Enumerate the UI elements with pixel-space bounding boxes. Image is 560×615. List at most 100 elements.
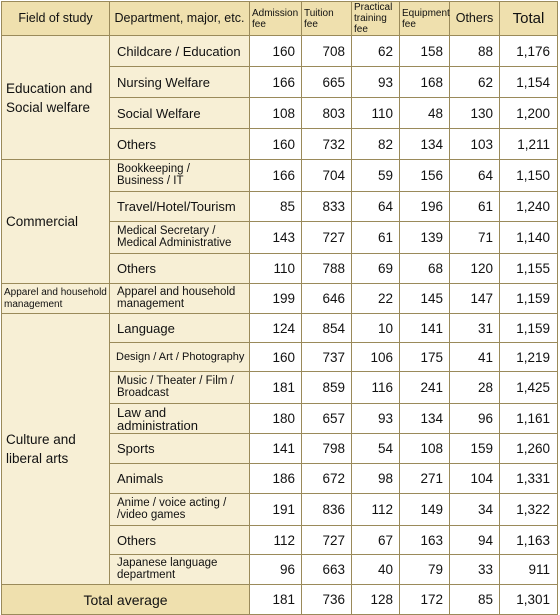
department-cell: Law and administration [109, 403, 250, 434]
admission-cell: 180 [249, 403, 302, 434]
equipment-cell: 271 [399, 463, 450, 494]
header-tuition: Tuition fee [301, 1, 352, 36]
tuition-cell: 859 [301, 371, 352, 404]
equipment-cell: 168 [399, 66, 450, 98]
header-others: Others [449, 1, 500, 36]
field-of-study-cell: Education and Social welfare [1, 35, 110, 160]
equipment-cell: 175 [399, 342, 450, 372]
admission-cell: 199 [249, 283, 302, 314]
admission-cell: 124 [249, 313, 302, 343]
tuition-cell: 788 [301, 253, 352, 284]
admission-cell: 143 [249, 221, 302, 254]
total-cell: 1,150 [499, 159, 558, 192]
others-cell: 28 [449, 371, 500, 404]
total-cell: 1,240 [499, 191, 558, 222]
tuition-cell: 727 [301, 525, 352, 555]
admission-cell: 112 [249, 525, 302, 555]
table-row: Music / Theater / Film / Broadcast 181 859 1… [2, 371, 558, 404]
department-label: Law and administration [117, 404, 198, 433]
practical-cell: 67 [351, 525, 400, 555]
department-cell: Childcare / Education [109, 35, 250, 67]
department-label: Others [117, 136, 157, 152]
table-row: Sports 141 798 54 108 159 1,260 [2, 433, 558, 464]
department-label: Bookkeeping / [117, 163, 190, 175]
department-cell: Bookkeeping / Business / IT [109, 159, 250, 192]
others-cell: 130 [449, 97, 500, 129]
tuition-cell: 798 [301, 433, 352, 464]
practical-cell: 10 [351, 313, 400, 343]
equipment-cell: 134 [399, 128, 450, 160]
practical-cell: 98 [351, 463, 400, 494]
department-label: management [117, 297, 185, 310]
department-label: Travel/Hotel/Tourism [117, 199, 236, 214]
others-cell: 34 [449, 493, 500, 526]
total-cell: 1,140 [499, 221, 558, 254]
admission-cell: 160 [249, 128, 302, 160]
department-cell: Japanese language department [109, 554, 250, 585]
header-field: Field of study [1, 1, 110, 36]
table-row: Medical Secretary / Medical Administrativ… [2, 221, 558, 254]
table-row: Travel/Hotel/Tourism 85 833 64 196 61 1,240 [2, 191, 558, 222]
equipment-cell: 145 [399, 283, 450, 314]
total-cell: 1,161 [499, 403, 558, 434]
field-of-study-cell: Culture and liberal arts [1, 313, 110, 585]
tuition-cell: 663 [301, 554, 352, 585]
tuition-cell: 833 [301, 191, 352, 222]
department-label: Design / Art / Photography [116, 350, 245, 363]
others-cell: 62 [449, 66, 500, 98]
total-cell: 1,155 [499, 253, 558, 284]
field-of-study-cell: Commercial [1, 159, 110, 284]
department-label: /video games [117, 508, 186, 521]
field-of-study-label: management [4, 298, 63, 310]
department-label: Nursing Welfare [117, 74, 210, 90]
department-label: Others [117, 261, 157, 276]
others-cell: 71 [449, 221, 500, 254]
practical-cell: 112 [351, 493, 400, 526]
department-label: Animals [117, 471, 164, 486]
department-cell: Language [109, 313, 250, 343]
total-cell: 1,425 [499, 371, 558, 404]
department-cell: Nursing Welfare [109, 66, 250, 98]
total-cell: 911 [499, 554, 558, 585]
practical-cell: 61 [351, 221, 400, 254]
department-cell: Sports [109, 433, 250, 464]
others-cell: 33 [449, 554, 500, 585]
tuition-cell: 708 [301, 35, 352, 67]
admission-cell: 96 [249, 554, 302, 585]
admission-cell: 85 [249, 191, 302, 222]
others-cell: 88 [449, 35, 500, 67]
table-row: Commercial Bookkeeping / Business / IT 166 7… [1, 159, 558, 284]
department-cell: Social Welfare [109, 97, 250, 129]
total-cell: 1,200 [499, 97, 558, 129]
others-cell: 94 [449, 525, 500, 555]
practical-cell: 54 [351, 433, 400, 464]
header-total: Total [499, 1, 558, 36]
header-department: Department, major, etc. [109, 1, 250, 36]
department-label: Music / Theater / Film / [117, 375, 234, 387]
others-cell: 61 [449, 191, 500, 222]
practical-cell: 116 [351, 371, 400, 404]
department-cell: Anime / voice acting //video games [109, 493, 250, 526]
others-cell: 104 [449, 463, 500, 494]
admission-cell: 166 [249, 159, 302, 192]
department-label: department [117, 568, 176, 581]
department-label: Sports [117, 441, 155, 456]
others-cell: 96 [449, 403, 500, 434]
table-row: Nursing Welfare 166 665 93 168 62 1,154 [2, 66, 558, 98]
others-cell: 31 [449, 313, 500, 343]
tuition-cell: 854 [301, 313, 352, 343]
equipment-cell: 241 [399, 371, 450, 404]
total-cell: 1,322 [499, 493, 558, 526]
field-of-study-cell: Apparel and household management [1, 283, 110, 314]
table-row: Law and administration 180 657 93 134 96 1,161 [2, 403, 558, 434]
department-cell: Others [109, 525, 250, 555]
average-total-cell: 1,301 [499, 584, 558, 615]
table-row: Social Welfare 108 803 110 48 130 1,200 [2, 97, 558, 129]
equipment-cell: 48 [399, 97, 450, 129]
field-of-study-label: Social welfare [6, 99, 91, 115]
tuition-cell: 732 [301, 128, 352, 160]
field-of-study-label: Apparel and household [4, 286, 107, 298]
department-label: Apparel and household [117, 286, 236, 298]
others-cell: 41 [449, 342, 500, 372]
